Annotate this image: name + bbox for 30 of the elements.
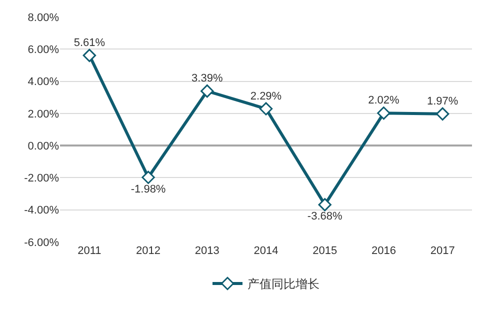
x-tick-label: 2016 — [371, 245, 396, 257]
point — [377, 106, 390, 120]
y-tick-label: -4.00% — [24, 204, 60, 217]
x-tick-label: 2014 — [254, 245, 278, 257]
point — [200, 84, 214, 98]
y-tick-label: 6.00% — [28, 44, 60, 56]
y-tick-label: 8.00% — [28, 12, 60, 24]
legend-label: 产值同比增长 — [248, 277, 320, 292]
y-tick-label: -2.00% — [24, 172, 60, 185]
point — [318, 198, 332, 212]
text: -1.98% — [130, 183, 166, 196]
x-tick-label: 2012 — [136, 245, 161, 257]
y-tick-label: 2.00% — [28, 108, 60, 120]
y-tick-label: -6.00% — [24, 236, 60, 249]
x-tick-label: 2017 — [430, 245, 455, 257]
text: 5.61% — [74, 37, 106, 50]
text: -3.68% — [307, 210, 342, 223]
x-tick-label: 2015 — [312, 245, 338, 257]
text: 3.39% — [192, 72, 223, 85]
x-tick-label: 2013 — [194, 245, 220, 257]
text: 1.97% — [426, 96, 458, 108]
point — [82, 48, 96, 62]
y-tick-label: 0.00% — [28, 140, 60, 152]
x-tick-label: 2011 — [78, 245, 102, 257]
text: 2.29% — [250, 90, 282, 102]
point — [142, 170, 155, 184]
point — [259, 102, 273, 116]
text: 2.02% — [368, 94, 400, 107]
point — [436, 107, 450, 121]
y-tick-label: 4.00% — [28, 76, 60, 88]
